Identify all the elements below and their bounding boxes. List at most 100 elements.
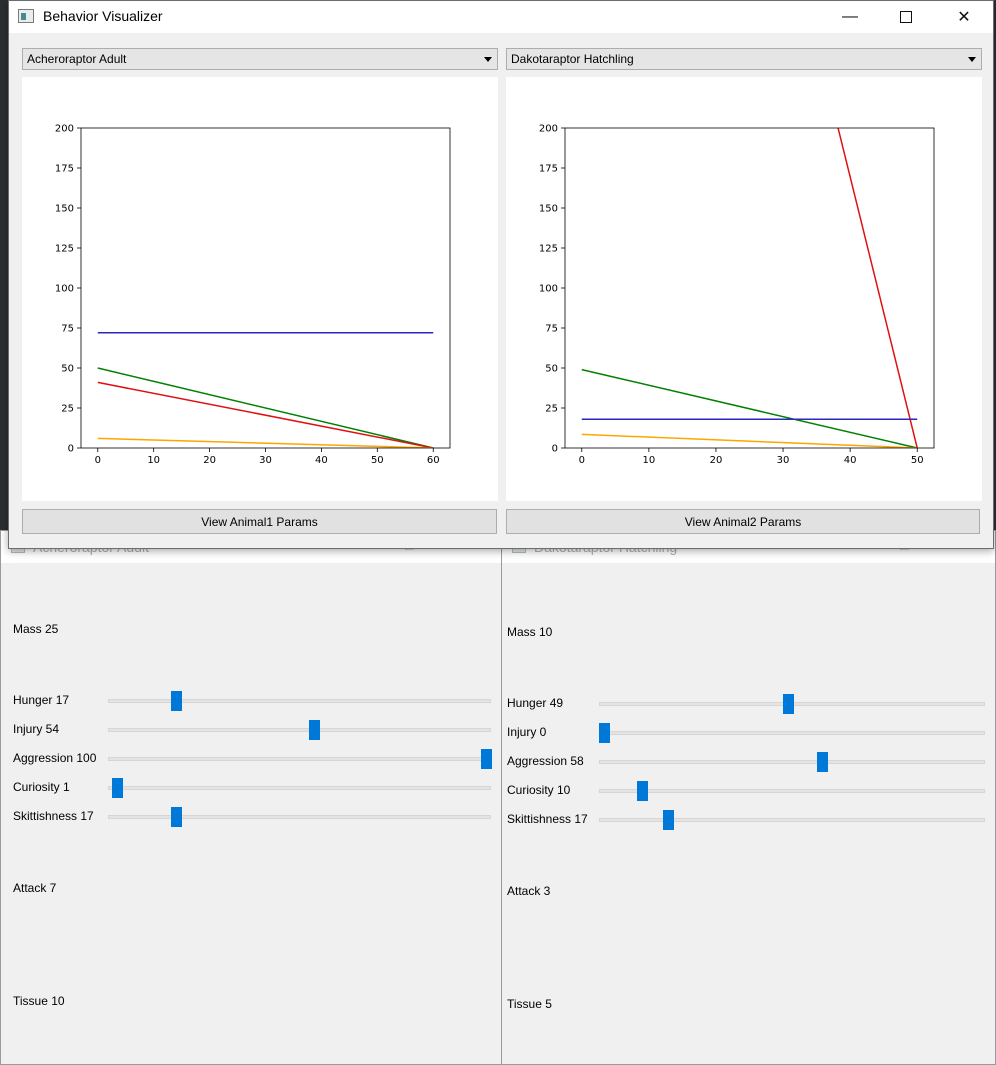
series-line-2: [97, 381, 434, 448]
slider-track[interactable]: [108, 757, 491, 761]
chevron-down-icon: [484, 57, 492, 62]
animal2-select-value: Dakotaraptor Hatchling: [511, 52, 634, 66]
slider-thumb[interactable]: [111, 778, 123, 798]
param-slider[interactable]: [108, 778, 491, 798]
behavior-visualizer-window: Behavior Visualizer — ✕ Acheroraptor Adu…: [8, 0, 994, 549]
slider-thumb[interactable]: [171, 691, 183, 711]
x-tick-label: 20: [710, 455, 723, 466]
close-icon: ✕: [957, 9, 971, 26]
animal2-plot-panel: 0 10 20 30 40 50 0 25 50 75 100 125 150 175 200: [506, 77, 982, 501]
animal1-plot-panel: 0 10 20 30 40 50 60 0 25 50 75 100 125 150 175 200: [22, 77, 498, 501]
animal1-select[interactable]: Acheroraptor Adult: [22, 48, 498, 70]
y-tick-label: 75: [61, 324, 74, 335]
y-tick-label: 200: [55, 124, 74, 135]
slider-thumb[interactable]: [662, 810, 674, 830]
param-slider[interactable]: [599, 723, 985, 743]
close-button[interactable]: ✕: [941, 1, 987, 33]
series-line-0: [837, 128, 918, 448]
tissue-label: Tissue 10: [13, 994, 65, 1008]
animal1-chart: 0 10 20 30 40 50 60 0 25 50 75 100 125 150 175 200: [55, 124, 451, 466]
slider-label: Skittishness 17: [13, 809, 94, 823]
slider-track[interactable]: [108, 786, 491, 790]
slider-thumb[interactable]: [636, 781, 648, 801]
x-tick-label: 40: [844, 455, 857, 466]
slider-thumb[interactable]: [171, 807, 183, 827]
param-slider[interactable]: [599, 752, 985, 772]
plot-frame: [564, 127, 935, 449]
attack-label: Attack 7: [13, 881, 57, 895]
slider-label: Hunger 49: [507, 696, 564, 710]
param-slider[interactable]: [108, 691, 491, 711]
minimize-icon: —: [842, 8, 858, 25]
slider-label: Aggression 58: [507, 754, 584, 768]
slider-track[interactable]: [599, 818, 985, 822]
slider-thumb[interactable]: [599, 723, 610, 743]
y-tick-label: 125: [539, 244, 558, 255]
maximize-icon: [900, 11, 912, 23]
animal2-select[interactable]: Dakotaraptor Hatchling: [506, 48, 982, 70]
titlebar[interactable]: Behavior Visualizer — ✕: [9, 1, 993, 33]
x-tick-label: 30: [777, 455, 790, 466]
slider-label: Skittishness 17: [507, 812, 588, 826]
param-slider[interactable]: [599, 694, 985, 714]
y-tick-label: 25: [61, 404, 74, 415]
slider-thumb[interactable]: [481, 749, 492, 769]
animal2-chart: 0 10 20 30 40 50 0 25 50 75 100 125 150 175 200: [539, 124, 935, 466]
slider-track[interactable]: [108, 699, 491, 703]
animal2-params-window: Dakotaraptor Hatchling □ ✕ Mass 10 Hunge…: [501, 530, 996, 1065]
slider-label: Curiosity 1: [13, 780, 70, 794]
x-tick-label: 0: [579, 455, 585, 466]
x-tick-label: 10: [147, 455, 160, 466]
param-slider[interactable]: [108, 749, 492, 769]
y-tick-label: 50: [545, 364, 558, 375]
slider-label: Hunger 17: [13, 693, 70, 707]
mass-label: Mass 25: [13, 622, 59, 636]
x-tick-label: 50: [911, 455, 924, 466]
x-tick-label: 30: [259, 455, 272, 466]
y-tick-label: 200: [539, 124, 558, 135]
x-tick-label: 10: [642, 455, 655, 466]
param-slider[interactable]: [108, 720, 491, 740]
x-tick-label: 50: [371, 455, 384, 466]
y-tick-label: 0: [552, 444, 558, 455]
series-line-1: [581, 368, 918, 448]
x-tick-label: 40: [315, 455, 328, 466]
attack-label: Attack 3: [507, 884, 551, 898]
y-tick-label: 75: [545, 324, 558, 335]
y-tick-label: 150: [539, 204, 558, 215]
x-tick-label: 20: [203, 455, 216, 466]
mass-label: Mass 10: [507, 625, 553, 639]
animal1-select-value: Acheroraptor Adult: [27, 52, 127, 66]
slider-track[interactable]: [599, 789, 985, 793]
slider-track[interactable]: [599, 760, 985, 764]
view-animal1-params-button[interactable]: View Animal1 Params: [22, 509, 497, 534]
slider-thumb[interactable]: [309, 720, 321, 740]
slider-label: Aggression 100: [13, 751, 97, 765]
y-tick-label: 0: [68, 444, 74, 455]
slider-label: Curiosity 10: [507, 783, 571, 797]
y-tick-label: 25: [545, 404, 558, 415]
view-animal2-params-button[interactable]: View Animal2 Params: [506, 509, 980, 534]
series-line-3: [97, 437, 434, 448]
slider-track[interactable]: [108, 815, 491, 819]
slider-track[interactable]: [108, 728, 491, 732]
param-slider[interactable]: [108, 807, 491, 827]
tissue-label: Tissue 5: [507, 997, 552, 1011]
slider-thumb[interactable]: [783, 694, 795, 714]
app-icon: [18, 9, 34, 23]
maximize-button[interactable]: [883, 1, 929, 33]
minimize-button[interactable]: —: [827, 1, 873, 33]
window-title: Behavior Visualizer: [43, 8, 163, 24]
slider-label: Injury 54: [13, 722, 60, 736]
chevron-down-icon: [968, 57, 976, 62]
y-tick-label: 100: [539, 284, 558, 295]
y-tick-label: 125: [55, 244, 74, 255]
y-tick-label: 100: [55, 284, 74, 295]
animal1-params-window: Acheroraptor Adult □ — Mass 25 Hunger 17…: [0, 530, 502, 1065]
slider-track[interactable]: [599, 731, 985, 735]
x-tick-label: 0: [95, 455, 101, 466]
param-slider[interactable]: [599, 810, 985, 830]
slider-thumb[interactable]: [817, 752, 829, 772]
y-tick-label: 50: [61, 364, 74, 375]
param-slider[interactable]: [599, 781, 985, 801]
